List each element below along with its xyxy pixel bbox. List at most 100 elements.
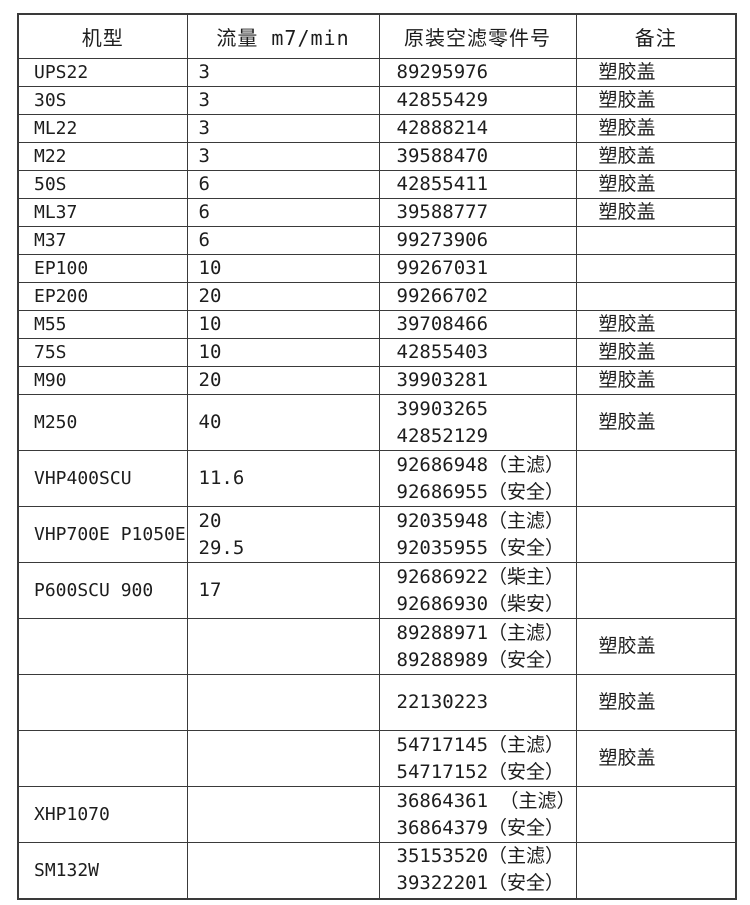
- part-number-cell: 54717145（主滤） 54717152（安全）: [378, 730, 577, 787]
- cell-text-line: 92686948（主滤）: [396, 453, 565, 476]
- remark-cell: 塑胶盖: [575, 674, 737, 731]
- part-number-cell: 35153520（主滤） 39322201（安全）: [378, 842, 577, 899]
- cell-text-line: 89295976: [396, 61, 489, 83]
- part-number-cell: 36864361 （主滤） 36864379（安全）: [378, 786, 577, 843]
- flow-cell: 20: [186, 366, 380, 395]
- part-number-cell: 92686948（主滤） 92686955（安全）: [378, 450, 577, 507]
- cell-text-line: 3: [198, 145, 210, 167]
- cell-text-line: 塑胶盖: [598, 341, 656, 363]
- table-row: M37 6 99273906: [17, 226, 737, 255]
- flow-cell: [186, 674, 380, 731]
- cell-text-line: EP100: [34, 258, 89, 279]
- part-number-cell: 42888214: [378, 114, 577, 143]
- flow-cell: 3: [186, 114, 380, 143]
- part-number-cell: 42855411: [378, 170, 577, 199]
- table-row: ML37 6 39588777 塑胶盖: [17, 198, 737, 227]
- page: 机型 流量 m7/min 原装空滤零件号 备注 UPS22 3 89295976 塑胶…: [17, 13, 737, 900]
- cell-text-line: 6: [198, 173, 210, 195]
- flow-cell: 10: [186, 254, 380, 283]
- flow-cell: [186, 786, 380, 843]
- header-row: 机型 流量 m7/min 原装空滤零件号 备注: [17, 13, 737, 59]
- cell-text-line: 塑胶盖: [598, 313, 656, 335]
- cell-text-line: SM132W: [34, 859, 100, 881]
- cell-text-line: 塑胶盖: [598, 369, 656, 391]
- model-cell: 75S: [17, 338, 188, 367]
- cell-text-line: 39903265: [396, 397, 489, 420]
- cell-text-line: 20: [198, 285, 222, 307]
- flow-cell: 6: [186, 226, 380, 255]
- table-row: M250 40 39903265 42852129 塑胶盖: [17, 394, 737, 451]
- model-cell: 50S: [17, 170, 188, 199]
- table-row: 89288971（主滤） 89288989（安全） 塑胶盖: [17, 618, 737, 675]
- part-number-cell: 39708466: [378, 310, 577, 339]
- cell-text-line: 3: [198, 61, 210, 83]
- cell-text-line: 92686922（柴主）: [396, 565, 565, 588]
- table-row: M90 20 39903281 塑胶盖: [17, 366, 737, 395]
- cell-text-line: 36864361 （主滤）: [396, 789, 576, 812]
- remark-cell: 塑胶盖: [575, 394, 737, 451]
- cell-text-line: 3: [198, 117, 210, 139]
- cell-text-line: 50S: [34, 174, 67, 195]
- table-row: EP200 20 99266702: [17, 282, 737, 311]
- remark-cell: [575, 786, 737, 843]
- model-cell: M55: [17, 310, 188, 339]
- remark-cell: [575, 226, 737, 255]
- part-number-cell: 39588777: [378, 198, 577, 227]
- remark-cell: 塑胶盖: [575, 198, 737, 227]
- cell-text-line: 30S: [34, 90, 67, 111]
- flow-cell: [186, 730, 380, 787]
- cell-text-line: EP200: [34, 286, 89, 307]
- flow-cell: 6: [186, 198, 380, 227]
- table-row: M22 3 39588470 塑胶盖: [17, 142, 737, 171]
- model-cell: M22: [17, 142, 188, 171]
- cell-text-line: 36864379（安全）: [396, 816, 565, 839]
- cell-text-line: 99273906: [396, 229, 489, 251]
- remark-cell: [575, 450, 737, 507]
- column-header-part-number: 原装空滤零件号: [378, 13, 577, 59]
- cell-text-line: 99266702: [396, 285, 489, 307]
- table-row: P600SCU 900 17 92686922（柴主） 92686930（柴安）: [17, 562, 737, 619]
- table-row: 22130223 塑胶盖: [17, 674, 737, 731]
- cell-text-line: 99267031: [396, 257, 489, 279]
- table-row: EP100 10 99267031: [17, 254, 737, 283]
- cell-text-line: 塑胶盖: [598, 89, 656, 111]
- model-cell: 30S: [17, 86, 188, 115]
- cell-text-line: XHP1070: [34, 804, 110, 825]
- cell-text-line: 塑胶盖: [598, 145, 656, 167]
- remark-cell: 塑胶盖: [575, 86, 737, 115]
- cell-text-line: 22130223: [396, 691, 489, 713]
- cell-text-line: M55: [34, 314, 67, 335]
- model-cell: XHP1070: [17, 786, 188, 843]
- part-number-cell: 39588470: [378, 142, 577, 171]
- remark-cell: 塑胶盖: [575, 142, 737, 171]
- model-cell: [17, 674, 188, 731]
- model-cell: [17, 618, 188, 675]
- flow-cell: 40: [186, 394, 380, 451]
- cell-text-line: 11.6: [198, 467, 245, 489]
- cell-text-line: 42855411: [396, 173, 489, 195]
- model-cell: [17, 730, 188, 787]
- cell-text-line: 20: [198, 369, 222, 391]
- cell-text-line: 39708466: [396, 313, 489, 335]
- remark-cell: 塑胶盖: [575, 310, 737, 339]
- cell-text-line: 39903281: [396, 369, 489, 391]
- flow-cell: 10: [186, 338, 380, 367]
- table-row: 30S 3 42855429 塑胶盖: [17, 86, 737, 115]
- cell-text-line: 20: [198, 509, 222, 532]
- remark-cell: 塑胶盖: [575, 618, 737, 675]
- part-number-cell: 99266702: [378, 282, 577, 311]
- cell-text-line: 42888214: [396, 117, 489, 139]
- part-number-cell: 99267031: [378, 254, 577, 283]
- cell-text-line: 54717145（主滤）: [396, 733, 565, 756]
- model-cell: M250: [17, 394, 188, 451]
- flow-cell: 3: [186, 142, 380, 171]
- flow-cell: 20: [186, 282, 380, 311]
- cell-text-line: P600SCU 900: [34, 580, 154, 601]
- cell-text-line: 塑胶盖: [598, 691, 656, 713]
- remark-cell: 塑胶盖: [575, 114, 737, 143]
- remark-cell: 塑胶盖: [575, 338, 737, 367]
- cell-text-line: 塑胶盖: [598, 117, 656, 139]
- model-cell: VHP700E P1050E: [17, 506, 188, 563]
- part-number-cell: 92686922（柴主） 92686930（柴安）: [378, 562, 577, 619]
- cell-text-line: 92686930（柴安）: [396, 592, 565, 615]
